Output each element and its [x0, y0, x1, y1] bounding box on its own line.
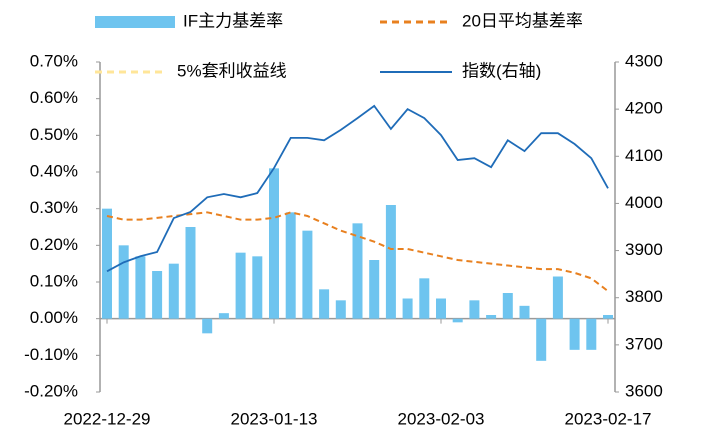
line: [106, 104, 609, 273]
y-tick-label: -0.10%: [24, 345, 78, 364]
y-tick-label: -0.20%: [24, 381, 78, 400]
bar: [135, 256, 146, 319]
legend-label: IF主力基差率: [183, 11, 283, 30]
bar: [235, 252, 246, 319]
legend-label: 20日平均基差率: [462, 11, 583, 30]
bar: [385, 205, 396, 319]
y-tick-label: 0.60%: [30, 88, 78, 107]
y2-tick-label: 3600: [625, 381, 663, 400]
bar: [285, 212, 296, 319]
bar: [335, 300, 346, 319]
y2-tick-label: 3800: [625, 287, 663, 306]
bar: [319, 289, 330, 319]
bar: [569, 318, 580, 350]
bar: [469, 300, 480, 319]
x-tick-label: 2023-02-17: [565, 409, 652, 428]
bar: [603, 315, 613, 319]
y-tick-label: 0.50%: [30, 125, 78, 144]
bar: [402, 298, 413, 319]
bar: [419, 278, 430, 319]
x-tick-label: 2022-12-29: [64, 409, 151, 428]
bar: [269, 168, 279, 319]
bar: [436, 298, 446, 319]
y2-tick-label: 4100: [625, 146, 663, 165]
y-tick-label: 0.40%: [30, 161, 78, 180]
bar: [452, 318, 463, 323]
bar: [352, 223, 363, 319]
y-tick-label: 0.20%: [30, 235, 78, 254]
x-tick-label: 2023-02-03: [398, 409, 485, 428]
legend-label: 5%套利收益线: [177, 61, 287, 80]
y2-tick-label: 3700: [625, 334, 663, 353]
y2-tick-label: 4000: [625, 193, 663, 212]
y2-tick-label: 4200: [625, 99, 663, 118]
bar: [536, 318, 547, 361]
y-tick-label: 0.00%: [30, 308, 78, 327]
bar: [152, 271, 163, 319]
bar: [302, 230, 313, 319]
bar: [185, 227, 196, 319]
bar: [586, 318, 597, 350]
bar: [218, 313, 229, 319]
bar: [502, 293, 513, 319]
legend-swatch: [95, 16, 175, 28]
y-tick-label: 0.10%: [30, 271, 78, 290]
legend-label: 指数(右轴): [462, 61, 541, 80]
bar: [118, 245, 129, 319]
y-tick-label: 0.70%: [30, 51, 78, 70]
y2-tick-label: 3900: [625, 240, 663, 259]
bar: [519, 305, 530, 319]
bar: [552, 276, 563, 319]
bar: [369, 260, 380, 319]
y-tick-label: 0.30%: [30, 198, 78, 217]
bar: [202, 318, 213, 334]
x-tick-label: 2023-01-13: [231, 409, 318, 428]
bar: [252, 256, 263, 319]
bar: [168, 263, 179, 319]
bar: [486, 315, 497, 319]
y2-tick-label: 4300: [625, 51, 663, 70]
bar: [102, 208, 112, 319]
line: [106, 211, 609, 292]
